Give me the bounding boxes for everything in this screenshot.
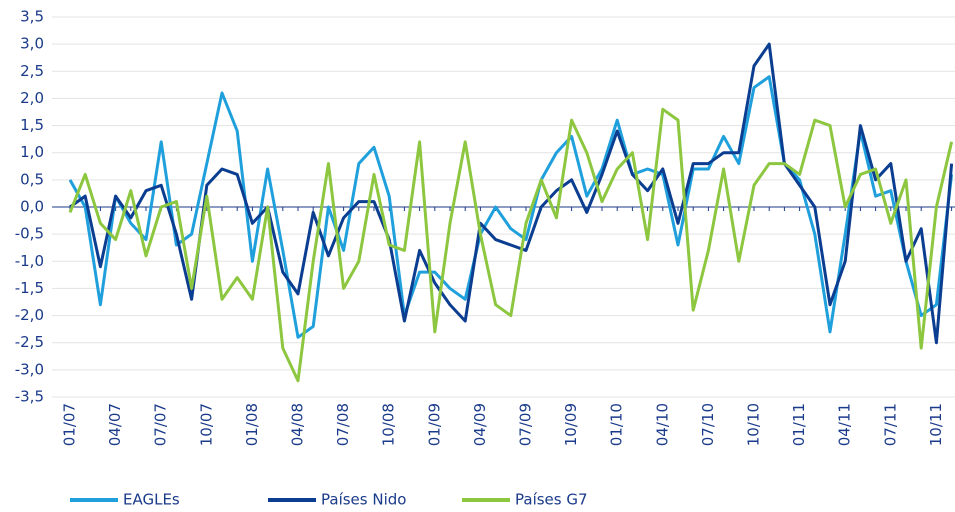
x-tick-label: 07/11 — [881, 403, 899, 446]
y-tick-label: 1,5 — [20, 116, 44, 134]
x-tick-label: 10/11 — [927, 403, 945, 446]
x-tick-label: 01/09 — [425, 403, 443, 446]
x-tick-label: 10/09 — [562, 403, 580, 446]
series-line — [68, 107, 954, 383]
x-tick-label: 04/10 — [653, 403, 671, 446]
series-line — [68, 75, 954, 339]
x-tick-label: 07/10 — [699, 403, 717, 446]
legend-label: EAGLEs — [123, 491, 180, 509]
x-tick-label: 04/11 — [836, 403, 854, 446]
y-tick-label: -3,0 — [15, 360, 44, 378]
x-tick-label: 01/11 — [790, 403, 808, 446]
x-tick-label: 07/09 — [517, 403, 535, 446]
x-tick-label: 07/07 — [152, 403, 170, 446]
x-tick-label: 01/08 — [243, 403, 261, 446]
y-tick-label: -0,5 — [15, 225, 44, 243]
series-line — [69, 42, 954, 345]
y-tick-label: -2,0 — [15, 306, 44, 324]
y-tick-label: 3,0 — [20, 35, 44, 53]
y-tick-label: -1,5 — [15, 279, 44, 297]
x-tick-label: 10/10 — [745, 403, 763, 446]
x-tick-label: 04/07 — [106, 403, 124, 446]
x-tick-label: 10/07 — [197, 403, 215, 446]
legend-label: Países Nido — [321, 491, 406, 509]
y-tick-label: 0,5 — [20, 170, 44, 188]
x-tick-label: 07/08 — [334, 403, 352, 446]
y-tick-label: 1,0 — [20, 143, 44, 161]
legend-label: Países G7 — [515, 491, 588, 509]
y-tick-label: 3,5 — [20, 8, 44, 26]
x-tick-label: 01/10 — [608, 403, 626, 446]
x-tick-label: 10/08 — [380, 403, 398, 446]
y-tick-label: 2,0 — [20, 89, 44, 107]
x-tick-label: 01/07 — [61, 403, 79, 446]
y-tick-label: -1,0 — [15, 252, 44, 270]
x-tick-label: 04/09 — [471, 403, 489, 446]
y-tick-label: 0,0 — [20, 198, 44, 216]
y-tick-label: -3,5 — [15, 388, 44, 406]
y-tick-label: 2,5 — [20, 62, 44, 80]
y-tick-label: -2,5 — [15, 333, 44, 351]
x-tick-label: 04/08 — [289, 403, 307, 446]
